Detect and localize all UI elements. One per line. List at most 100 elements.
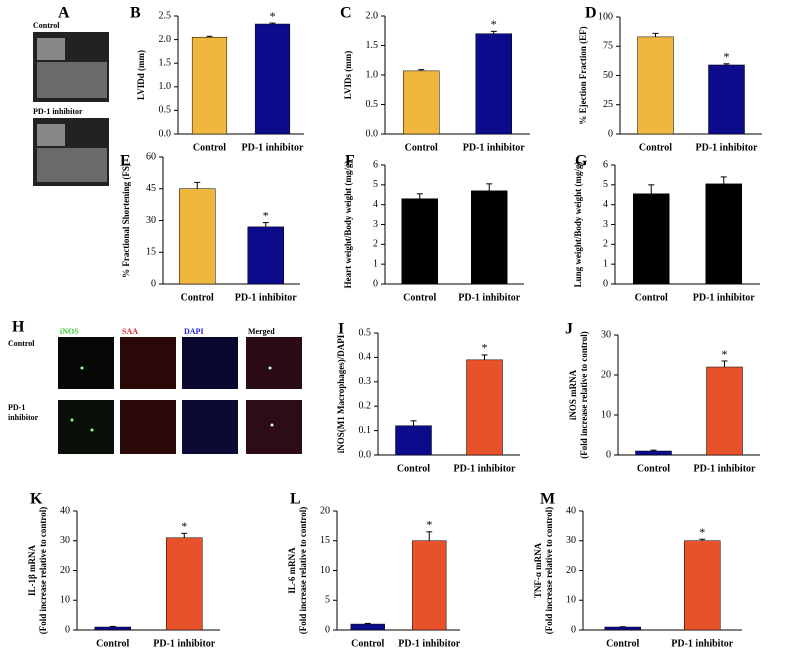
y-tick-label: 0 (373, 278, 378, 289)
y-tick-label: 5 (325, 595, 330, 606)
x-tick-label: Control (637, 463, 670, 474)
bar (191, 36, 228, 135)
x-tick-label: Control (397, 463, 430, 474)
row-label: PD-1 inhibitor (33, 107, 83, 116)
panel-letter: I (338, 321, 344, 338)
y-tick-label: 6 (603, 159, 608, 170)
y-tick-label: 1 (603, 258, 608, 269)
x-tick-label: Control (351, 638, 384, 649)
significance-marker: * (724, 50, 730, 64)
y-tick-label: 0 (151, 278, 156, 289)
x-tick-label: Control (639, 142, 672, 153)
panel-letter: K (30, 491, 43, 508)
y-tick-label: 0 (65, 624, 70, 635)
y-tick-label: 2 (603, 239, 608, 250)
y-axis-label: Lung weight/Body weight (mg/g) (573, 162, 583, 288)
bar (475, 33, 512, 135)
y-tick-label: 20 (60, 565, 70, 576)
y-tick-label: 0.0 (366, 128, 379, 139)
y-tick-label: 30 (146, 215, 156, 226)
significance-marker: * (699, 525, 705, 539)
column-label: DAPI (184, 327, 204, 336)
y-tick-label: 10 (601, 409, 611, 420)
y-tick-label: 2.0 (366, 10, 379, 21)
y-tick-label: 0 (606, 449, 611, 460)
bar (708, 64, 745, 135)
y-tick-label: 25 (603, 99, 613, 110)
y-tick-label: 40 (60, 505, 70, 516)
bar (684, 540, 721, 631)
x-tick-label: PD-1 inhibitor (458, 292, 521, 303)
significance-marker: * (722, 347, 728, 361)
bar (633, 193, 670, 285)
x-tick-label: PD-1 inhibitor (671, 638, 734, 649)
panel-letter: H (12, 319, 25, 336)
bar (401, 198, 438, 285)
y-tick-label: 75 (603, 41, 613, 52)
y-tick-label: 3 (603, 219, 608, 230)
y-tick-label: 20 (320, 505, 330, 516)
micrograph (120, 337, 176, 389)
panel-letter: B (130, 5, 141, 22)
row-label: Control (33, 21, 60, 30)
y-tick-label: 30 (60, 535, 70, 546)
x-tick-label: Control (193, 142, 226, 153)
significance-marker: * (270, 9, 276, 23)
y-tick-label: 1.5 (159, 57, 172, 68)
y-tick-label: 10 (566, 595, 576, 606)
y-axis-label: (Fold increase relative to control) (544, 507, 554, 634)
y-axis-label: LVIDd (mm) (136, 50, 146, 100)
x-tick-label: PD-1 inhibitor (398, 638, 461, 649)
y-tick-label: 0 (325, 624, 330, 635)
row-label: inhibitor (8, 413, 39, 422)
y-tick-label: 0.0 (159, 128, 172, 139)
y-tick-label: 0 (571, 624, 576, 635)
x-tick-label: PD-1 inhibitor (693, 292, 756, 303)
bar (350, 623, 385, 631)
y-tick-label: 0 (608, 128, 613, 139)
x-tick-label: Control (403, 292, 436, 303)
y-tick-label: 1 (373, 258, 378, 269)
y-tick-label: 0.5 (366, 99, 379, 110)
y-tick-label: 50 (603, 70, 613, 81)
bar (706, 366, 743, 456)
y-tick-label: 60 (146, 151, 156, 162)
x-tick-label: Control (181, 292, 214, 303)
x-tick-label: PD-1 inhibitor (235, 292, 298, 303)
stain-spot (70, 418, 74, 422)
bar (635, 450, 672, 456)
y-tick-label: 5 (603, 179, 608, 190)
row-label: PD-1 (8, 403, 25, 412)
bar (466, 359, 503, 456)
panel-letter: C (340, 5, 352, 22)
echo-view (37, 124, 65, 146)
bar (247, 226, 284, 285)
micrograph (246, 400, 302, 454)
x-tick-label: PD-1 inhibitor (694, 463, 757, 474)
x-tick-label: PD-1 inhibitor (454, 463, 517, 474)
panel-letter: A (58, 5, 70, 22)
y-axis-label: IL-6 mRNA (287, 547, 297, 594)
x-tick-label: Control (96, 638, 129, 649)
y-tick-label: 20 (601, 369, 611, 380)
y-tick-label: 2.5 (159, 10, 172, 21)
y-tick-label: 30 (601, 329, 611, 340)
bar (94, 626, 131, 631)
y-tick-label: 0.4 (359, 352, 372, 363)
echo-trace (37, 148, 107, 182)
y-tick-label: 0.5 (159, 105, 172, 116)
micrograph (246, 337, 302, 389)
echo-view (37, 38, 65, 60)
panel-letter: E (120, 153, 131, 170)
bar (403, 70, 440, 135)
y-axis-label: (Fold increase relative to control) (38, 507, 48, 634)
y-tick-label: 2.0 (159, 34, 172, 45)
y-tick-label: 3 (373, 219, 378, 230)
column-label: Merged (248, 327, 275, 336)
y-axis-label: (Fold increase relative to control) (298, 507, 308, 634)
x-tick-label: PD-1 inhibitor (153, 638, 216, 649)
y-tick-label: 30 (566, 535, 576, 546)
bar (412, 540, 447, 631)
y-axis-label: iNOS mRNA (568, 369, 578, 420)
y-tick-label: 10 (320, 565, 330, 576)
